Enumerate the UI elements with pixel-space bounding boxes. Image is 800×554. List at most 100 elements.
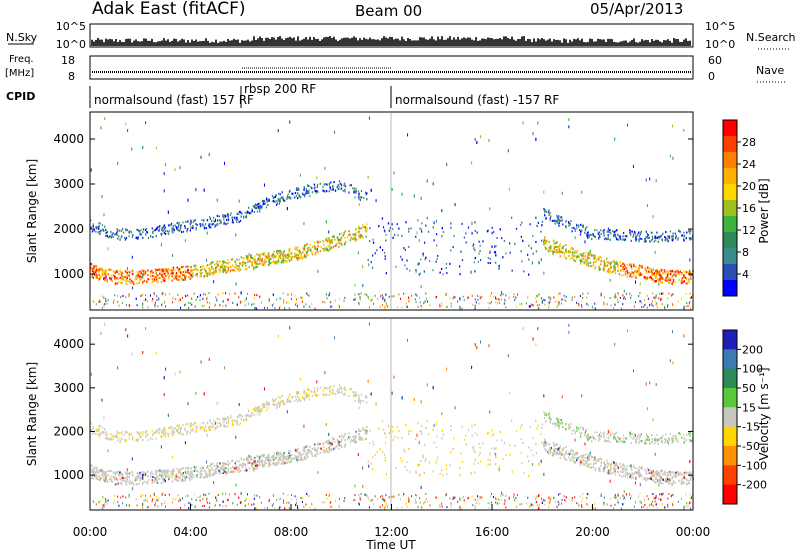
power-echo-point [116,231,118,234]
power-echo-point [254,266,257,269]
power-echo-point [613,235,615,238]
velocity-echo-point [295,398,298,401]
power-echo-point [548,213,550,216]
power-echo-point [167,272,169,275]
velocity-noise-point [288,501,290,504]
power-echo-point [667,239,669,242]
power-echo-point [661,276,663,279]
power-echo-point [690,274,692,277]
velocity-echo-point [410,429,412,432]
power-echo-point [667,238,669,241]
power-noise-point [548,296,550,299]
power-echo-point [163,227,165,230]
power-echo-point [295,257,298,260]
velocity-noise-point [544,503,546,506]
power-echo-point [98,225,100,228]
velocity-noise-point [474,507,476,510]
power-echo-point [364,228,367,231]
power-echo-point [97,269,99,272]
power-noise-point [452,295,454,298]
velocity-echo-point [656,470,658,473]
power-noise-point [272,293,274,296]
power-echo-point [155,278,157,281]
power-noise-point [144,271,146,275]
power-echo-point [329,248,331,251]
velocity-echo-point [171,480,173,483]
power-echo-point [230,212,232,215]
velocity-echo-point [337,387,339,390]
velocity-echo-point [237,466,239,469]
power-echo-point [426,217,428,220]
power-noise-point [358,202,360,206]
velocity-echo-point [426,420,428,423]
velocity-echo-point [298,392,300,395]
power-echo-point [326,245,328,248]
power-noise-point [306,293,308,296]
power-noise-point [498,301,500,304]
power-echo-point [326,240,328,243]
power-echo-point [644,237,646,240]
velocity-echo-point [645,433,647,436]
power-echo-point [184,271,187,274]
power-noise-point [287,293,289,296]
power-echo-point [334,244,337,247]
power-echo-point [479,244,481,247]
power-echo-point [677,271,679,274]
power-echo-point [214,225,216,228]
velocity-echo-point [193,470,196,473]
power-noise-point [209,301,211,304]
power-noise-point [459,307,461,310]
power-echo-point [580,230,582,233]
power-echo-point [101,272,103,275]
cpid-segment-3: normalsound (fast) -157 RF [395,93,559,107]
power-echo-point [227,258,229,261]
power-echo-point [677,270,680,273]
velocity-echo-point [633,435,635,438]
power-echo-point [259,254,261,257]
power-echo-point [111,233,113,236]
power-echo-point [473,247,475,250]
power-echo-point [401,234,403,237]
power-echo-point [154,268,157,271]
power-echo-point [241,264,244,267]
power-echo-point [289,255,291,258]
velocity-echo-point [355,391,357,394]
power-echo-point [227,216,230,219]
velocity-noise-point [100,331,102,335]
power-echo-point [161,275,164,278]
power-echo-point [629,264,632,267]
power-noise-point [244,299,246,302]
velocity-echo-point [530,449,532,452]
power-echo-point [686,231,688,234]
power-echo-point [367,259,369,262]
power-echo-point [337,188,339,191]
power-echo-point [161,268,164,271]
power-echo-point [360,190,363,193]
power-noise-point [609,262,611,266]
power-echo-point [554,249,556,252]
power-echo-point [681,279,683,282]
velocity-echo-point [651,473,653,476]
power-echo-point [654,236,656,239]
velocity-echo-point [633,471,636,474]
power-echo-point [142,273,145,276]
power-echo-point [559,243,561,246]
power-echo-point [678,272,681,275]
power-echo-point [189,219,192,222]
power-echo-point [660,269,663,272]
power-echo-point [296,258,299,261]
power-echo-point [136,270,139,273]
power-echo-point [274,196,276,199]
power-echo-point [199,271,201,274]
power-echo-point [195,228,197,231]
power-echo-point [274,260,276,263]
velocity-echo-point [384,456,386,459]
power-echo-point [212,267,214,270]
power-echo-point [572,248,574,251]
power-noise-point [639,300,641,303]
power-echo-point [657,270,660,273]
power-echo-point [294,252,296,255]
power-echo-point [669,278,672,281]
power-noise-point [582,297,584,300]
power-echo-point [340,242,342,245]
